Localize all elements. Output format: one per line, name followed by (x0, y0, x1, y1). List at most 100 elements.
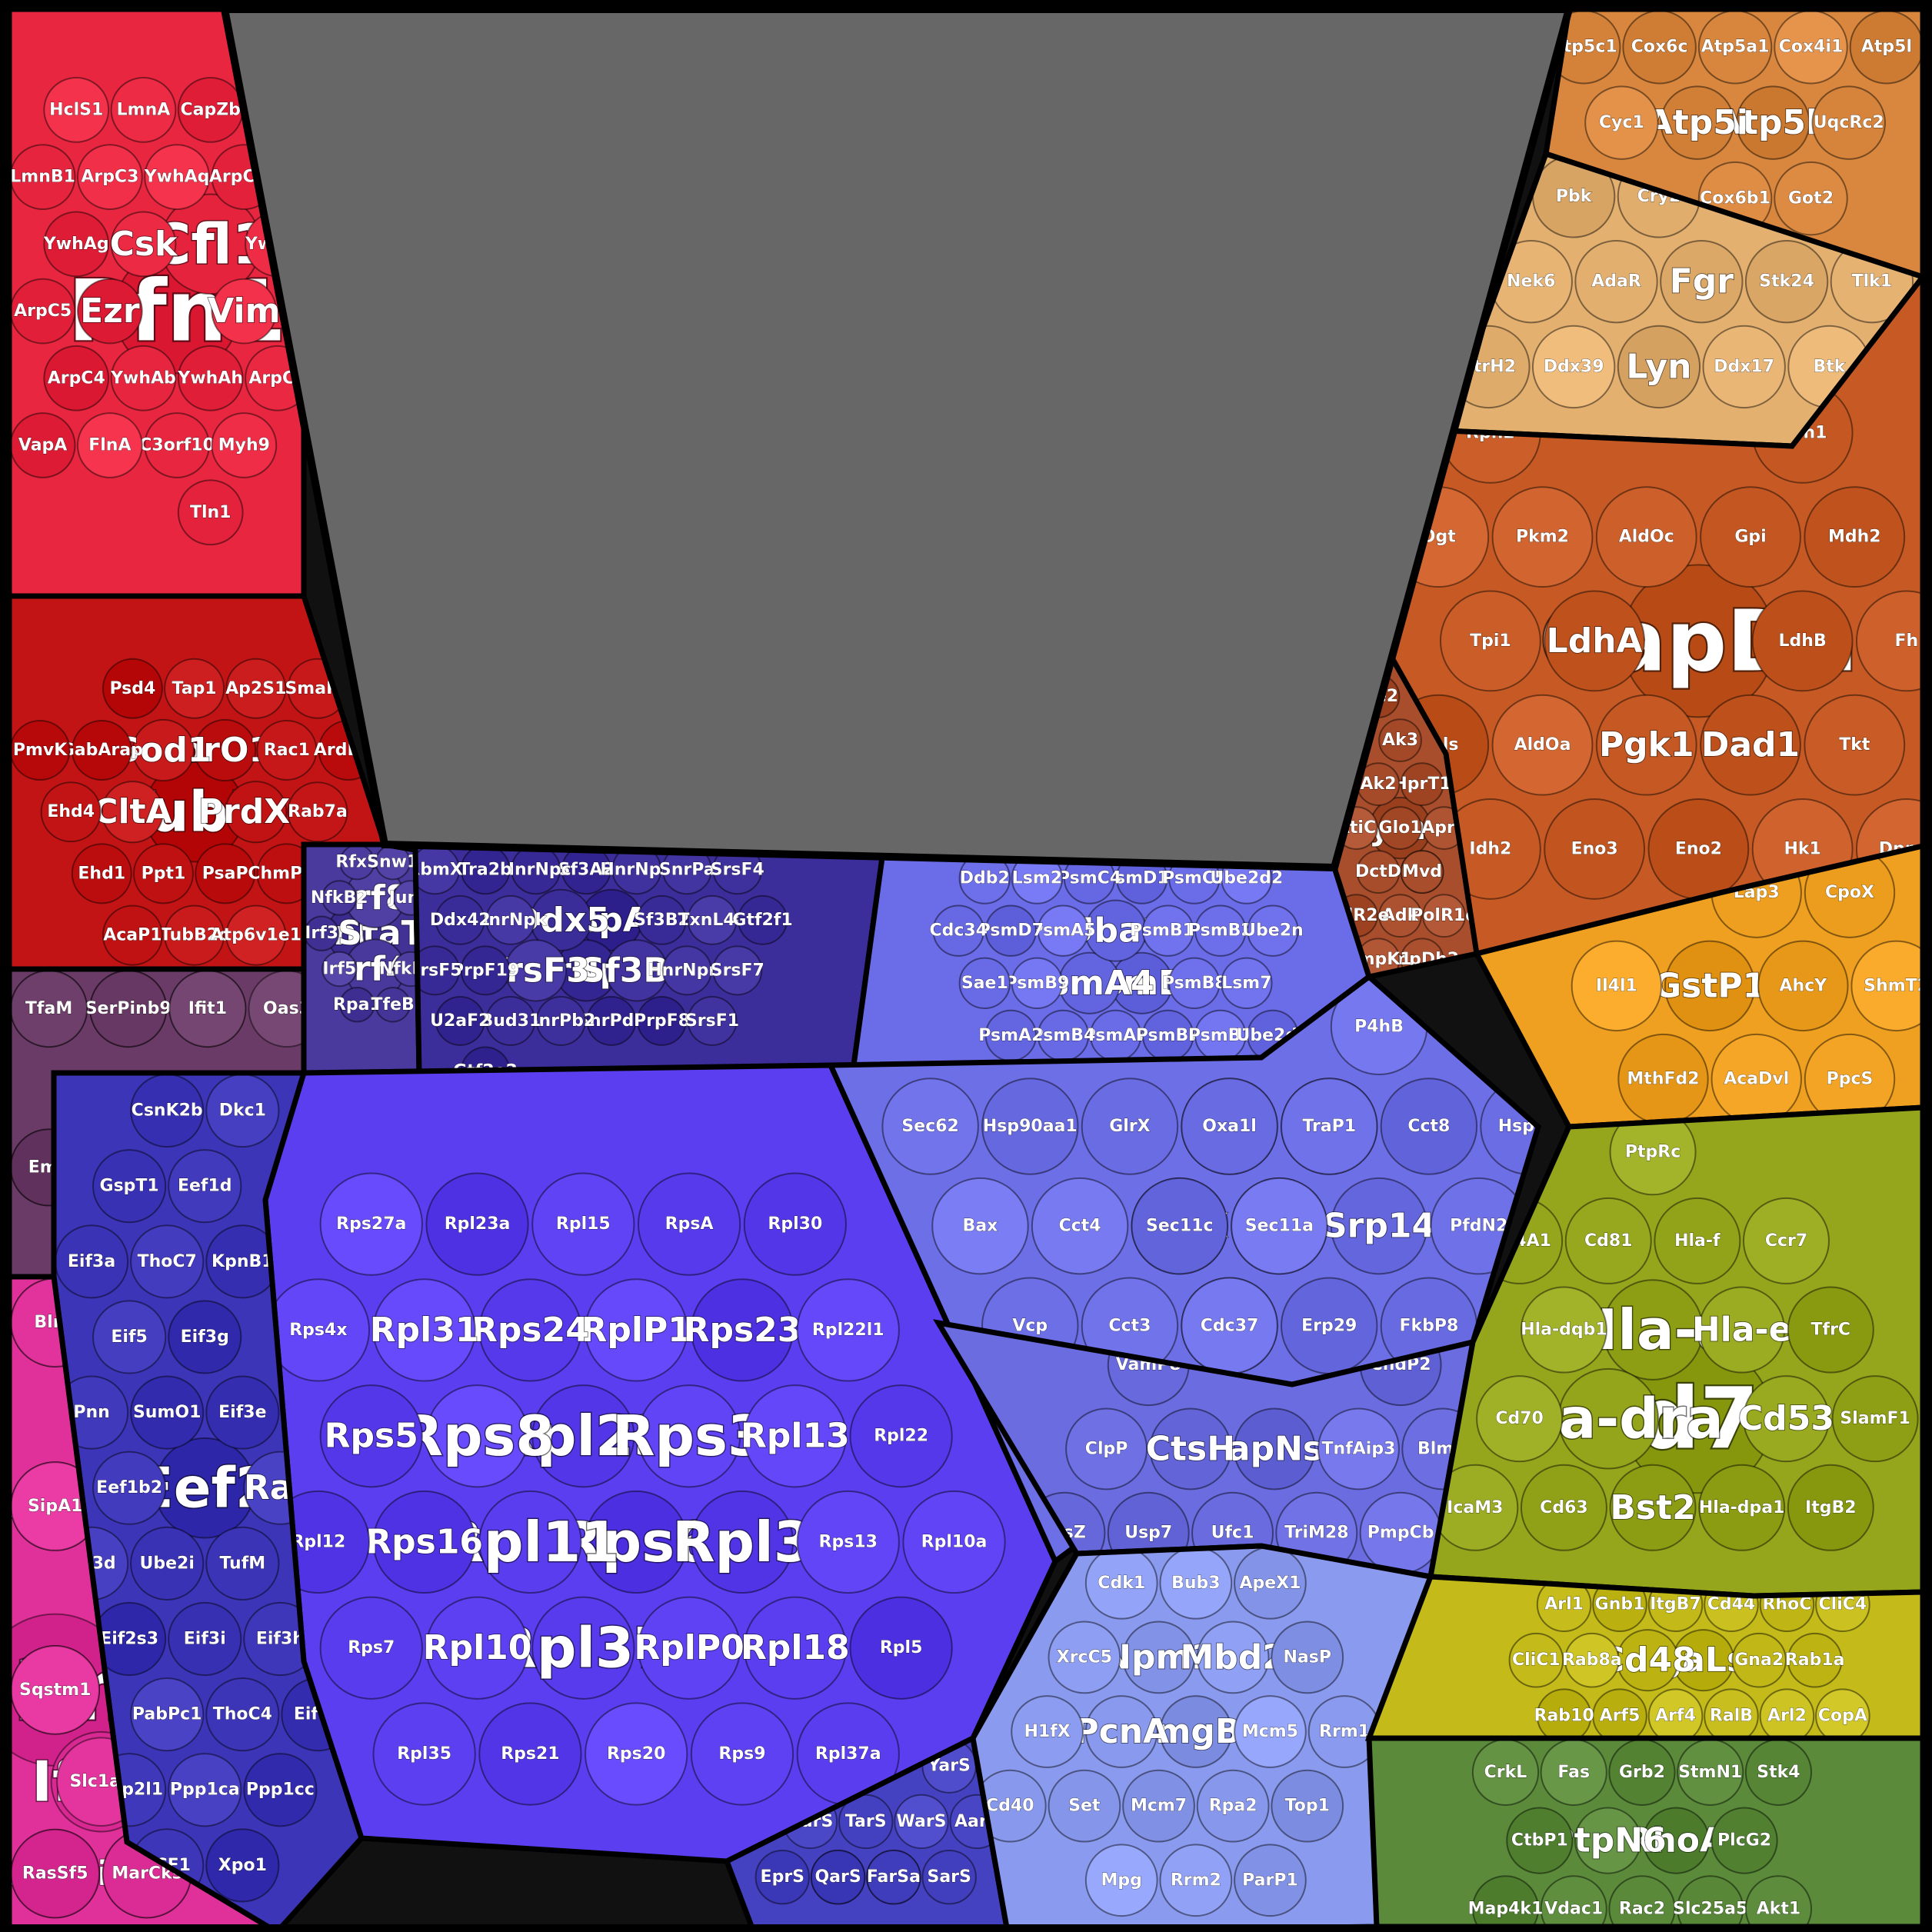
cell-label: P4hB (1354, 1017, 1404, 1036)
cell-label: PtpRc (1625, 1142, 1681, 1161)
cell-label: Eno3 (1571, 839, 1618, 858)
cell-label: Rpl30 (768, 1214, 822, 1234)
cell-label: Pgk1 (1599, 725, 1694, 764)
cell-prdx1 (225, 781, 288, 844)
cell-label: Eef1b2 (96, 1478, 162, 1497)
cell-label: YwhAh (177, 368, 243, 388)
cell-label: Rpl18 (741, 1628, 850, 1667)
cell-label: Ifit1 (188, 999, 227, 1018)
cell-label: Irf5 (322, 959, 356, 978)
cell-label: SrsF1 (685, 1011, 739, 1031)
cell-rplp1 (585, 1278, 688, 1382)
cell-label: PcnA (1074, 1712, 1169, 1751)
cell-psd4 (102, 658, 163, 719)
cell-label: Ddx39 (1544, 357, 1604, 376)
cell-mcm7 (1122, 1769, 1195, 1843)
cell-gpi (1700, 486, 1801, 588)
cell-rps27a (319, 1172, 423, 1276)
cell-label: Cox4i1 (1779, 38, 1844, 57)
cell-label: PsmB1 (1188, 1026, 1253, 1045)
cell-ccr7 (1742, 1197, 1830, 1284)
cell-glrx (1081, 1078, 1179, 1175)
cell-acap1 (102, 904, 163, 966)
cell-label: Sqstm1 (19, 1681, 91, 1700)
cell-label: PpcS (1827, 1070, 1874, 1089)
cell-label: Fh (1895, 631, 1919, 651)
cell-label: Rps9 (718, 1744, 765, 1764)
cell-npm1 (1122, 1621, 1195, 1694)
cell-psmb2 (1194, 904, 1247, 957)
cell-label: Rps6 (559, 1510, 713, 1574)
cell-label: Rac2 (1619, 1899, 1665, 1918)
cell-cd53 (1742, 1375, 1830, 1463)
cell-label: Cdk1 (1098, 1574, 1145, 1593)
cell-label: PsmB8 (1162, 974, 1227, 993)
cell-rps21 (478, 1702, 582, 1806)
cell-hla-e (1698, 1286, 1786, 1374)
cell-label: SlamF1 (1840, 1409, 1910, 1428)
cell-label: PsmA5 (1031, 921, 1095, 941)
cell-label: Arf5 (1600, 1707, 1641, 1726)
cell-rps13 (796, 1490, 900, 1594)
cell-sae1 (958, 957, 1011, 1009)
cell-label: PfdN2 (1450, 1217, 1507, 1236)
cell-fh (1855, 590, 1923, 692)
cell-label: PsaP (202, 864, 248, 883)
cell-ldha (1544, 590, 1646, 692)
cell-label: Mcm7 (1131, 1797, 1187, 1816)
cell-label: Rpl37a (815, 1744, 881, 1764)
cell-label: Rpl3 (672, 1510, 812, 1574)
cell-label: Hla-dpa1 (1699, 1498, 1785, 1517)
cell-label: ArpC4 (48, 368, 105, 388)
cell-ehd4 (40, 781, 102, 843)
cell-hnrnpk (485, 894, 536, 945)
cell-label: RplP0 (634, 1628, 744, 1667)
cell-rps9 (690, 1702, 794, 1806)
cell-label: HnrNpm (648, 961, 726, 980)
cell-label: Eno2 (1675, 839, 1722, 858)
cell-label: PrpF8 (634, 1011, 690, 1031)
group-outline (6, 966, 307, 1280)
cell-rrm2 (1159, 1844, 1233, 1917)
cell-label: Sod1 (115, 731, 211, 770)
cell-label: Cct8 (1407, 1117, 1450, 1136)
cell-label: Rps4x (289, 1321, 347, 1340)
cell-label: PrpF19 (451, 961, 519, 980)
cell-label: Cd63 (1540, 1498, 1588, 1517)
cell-label: Rab7a (288, 802, 348, 821)
cell-oxa1l (1181, 1078, 1278, 1175)
cell-label: CtbP1 (1511, 1831, 1568, 1850)
cell-label: Ppp1cc (246, 1780, 315, 1800)
cell-lsm7 (1221, 957, 1273, 1009)
cell-arf4 (1647, 1688, 1704, 1738)
cell-label: Fgr (1670, 262, 1734, 301)
cell-eef1d (168, 1149, 242, 1224)
cell-label: TraP1 (1302, 1117, 1356, 1136)
cell-label: Ube2d2 (1210, 869, 1283, 888)
cell-label: Vdac1 (1544, 1899, 1603, 1918)
cell-label: NasP (1284, 1647, 1331, 1667)
cell-aldoa (1491, 694, 1594, 796)
cell-label: Rps5 (325, 1417, 418, 1456)
cell-lmna (110, 76, 177, 143)
cell-label: FlnA (88, 436, 131, 455)
cell-flna (76, 412, 143, 478)
cell-ahcy (1757, 940, 1849, 1032)
cell-label: PlcG2 (1717, 1831, 1771, 1850)
cell-rpl11 (478, 1490, 582, 1594)
cell-label: Rpl35 (397, 1744, 451, 1764)
cell-eif3g (168, 1300, 242, 1374)
cell-cdc34 (932, 904, 984, 957)
cell-label: HnrNpk (475, 911, 548, 930)
cell-capns1 (1233, 1407, 1316, 1491)
cell-ppp1cc (243, 1753, 318, 1827)
cell-label: Atp5b (1716, 103, 1830, 142)
cell-thoc4 (205, 1677, 280, 1752)
cell-label: Rpl5 (880, 1638, 923, 1657)
cell-label: Tra2b (458, 860, 511, 879)
cell-label: Gna2 (1734, 1651, 1784, 1670)
cell-ldhb (1751, 590, 1854, 692)
cell-label: RpsA (665, 1214, 714, 1234)
cell-eif3i (168, 1601, 242, 1677)
